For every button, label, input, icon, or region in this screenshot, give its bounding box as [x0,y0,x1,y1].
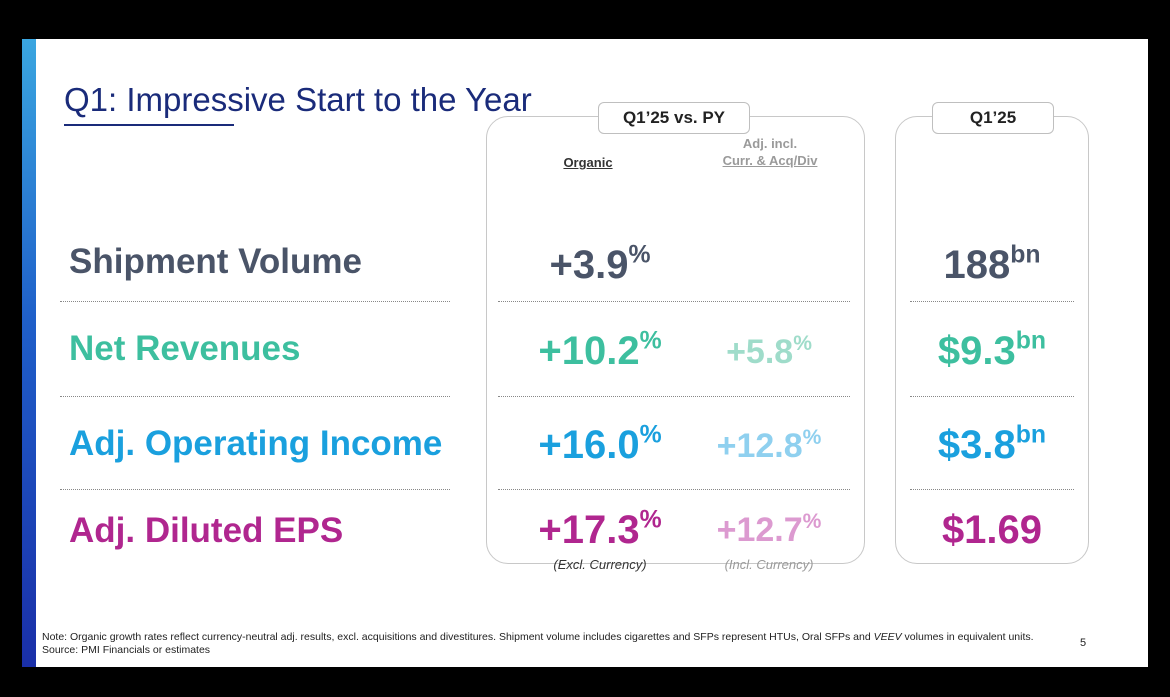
unit: % [802,509,822,533]
adjusted-header-line1: Adj. incl. [742,136,798,151]
organic-value-adj-operating-income: +16.0% [510,423,690,468]
adjusted-column-header: Adj. incl. Curr. & Acq/Div [700,135,840,169]
unit: bn [1015,421,1047,449]
adjusted-subnote: (Incl. Currency) [724,557,814,572]
unit: % [639,506,662,534]
adjusted-value-net-revenues: +5.8% [694,333,844,372]
row-divider [910,301,1074,302]
page-number: 5 [1080,637,1087,649]
value: +16.0 [538,423,640,467]
value: +3.9 [549,243,629,287]
footnote-italic: VEEV [873,631,902,643]
title-underline [64,124,234,126]
footnote-text: Note: Organic growth rates reflect curre… [42,631,874,643]
value: $3.8 [937,423,1016,467]
value: $9.3 [937,329,1016,373]
organic-column-header: Organic [563,155,613,170]
adjusted-header-line2: Curr. & Acq/Div [722,153,818,168]
row-label-adj-operating-income: Adj. Operating Income [69,424,443,463]
unit: % [628,241,651,269]
value: +12.7 [716,511,803,549]
period-tag: Q1’25 [932,102,1054,134]
organic-subnote: (Excl. Currency) [553,557,647,572]
unit: % [793,331,812,355]
row-divider [910,396,1074,397]
row-divider [498,301,850,302]
q1-value-shipment-volume: 188bn [902,243,1082,288]
unit: % [639,327,662,355]
page-title: Q1: Impressive Start to the Year [64,81,532,118]
q1-value-adj-diluted-eps: $1.69 [902,508,1082,553]
accent-bar [22,39,36,667]
value: +12.8 [716,427,803,465]
q1-value-adj-operating-income: $3.8bn [902,423,1082,468]
organic-value-net-revenues: +10.2% [510,329,690,374]
row-divider [60,489,450,490]
value: $1.69 [941,508,1043,552]
comparison-tag: Q1’25 vs. PY [598,102,750,134]
row-divider [60,301,450,302]
adjusted-value-adj-diluted-eps: +12.7% [694,511,844,550]
value: +10.2 [538,329,640,373]
value: +5.8 [726,333,794,371]
row-label-net-revenues: Net Revenues [69,329,301,368]
unit: % [639,421,662,449]
unit: bn [1010,241,1041,269]
footnote-text-end: volumes in equivalent units. Source: PMI… [42,631,1034,656]
row-divider [498,396,850,397]
q1-value-net-revenues: $9.3bn [902,329,1082,374]
adjusted-value-adj-operating-income: +12.8% [694,427,844,466]
unit: bn [1015,327,1047,355]
row-divider [910,489,1074,490]
row-label-adj-diluted-eps: Adj. Diluted EPS [69,511,344,550]
value: +17.3 [538,508,640,552]
organic-value-shipment-volume: +3.9% [510,243,690,288]
unit: % [802,425,822,449]
row-divider [498,489,850,490]
footnote: Note: Organic growth rates reflect curre… [42,631,1062,657]
value: 188 [943,243,1011,287]
organic-value-adj-diluted-eps: +17.3% [510,508,690,553]
row-divider [60,396,450,397]
row-label-shipment-volume: Shipment Volume [69,242,362,281]
